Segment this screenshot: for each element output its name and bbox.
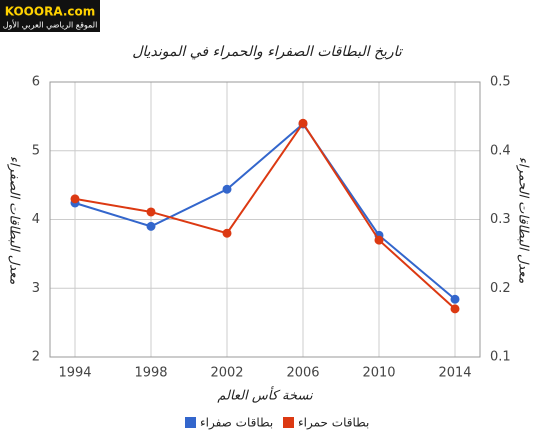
y2-tick-label: 0.1	[490, 350, 511, 365]
y2-tick-label: 0.2	[490, 281, 511, 296]
legend-swatch	[185, 417, 196, 428]
data-point	[70, 194, 80, 204]
data-point	[222, 184, 232, 194]
x-tick-label: 2010	[362, 366, 395, 381]
series-line	[74, 122, 456, 301]
data-point	[450, 294, 460, 304]
y-tick-label: 5	[32, 143, 40, 158]
logo-tagline: الموقع الرياضي العربي الأول	[3, 20, 98, 30]
x-tick-label: 2002	[210, 366, 243, 381]
plot-frame	[49, 81, 481, 358]
x-tick-label: 2006	[286, 366, 319, 381]
y2-tick-label: 0.4	[490, 143, 511, 158]
y2-tick-label: 0.5	[490, 75, 511, 90]
data-point	[450, 304, 460, 314]
x-tick-label: 2014	[438, 366, 471, 381]
y-tick-label: 3	[32, 281, 40, 296]
y-axis-title: معدل البطاقات الصفراء	[7, 156, 22, 285]
y-tick-label: 6	[32, 75, 40, 90]
legend-swatch	[283, 417, 294, 428]
series-line	[74, 121, 456, 310]
x-axis-title: نسخة كأس العالم	[217, 386, 313, 404]
data-point	[146, 207, 156, 217]
data-point	[298, 118, 308, 128]
data-point	[374, 235, 384, 245]
chart-title: تاريخ البطاقات الصفراء والحمراء في المون…	[132, 44, 404, 60]
x-tick-label: 1994	[58, 366, 91, 381]
logo-name: KOOORA.com	[5, 5, 96, 19]
y-tick-label: 4	[32, 212, 40, 227]
y2-tick-label: 0.3	[490, 212, 511, 227]
y2-axis-title: معدل البطاقات الحمراء	[516, 157, 531, 284]
data-point	[222, 228, 232, 238]
legend-label: بطاقات حمراء	[298, 416, 369, 431]
logo-box	[0, 0, 100, 32]
x-tick-label: 1998	[134, 366, 167, 381]
legend-label: بطاقات صفراء	[200, 416, 273, 431]
data-point	[146, 221, 156, 231]
y-tick-label: 2	[32, 350, 40, 365]
